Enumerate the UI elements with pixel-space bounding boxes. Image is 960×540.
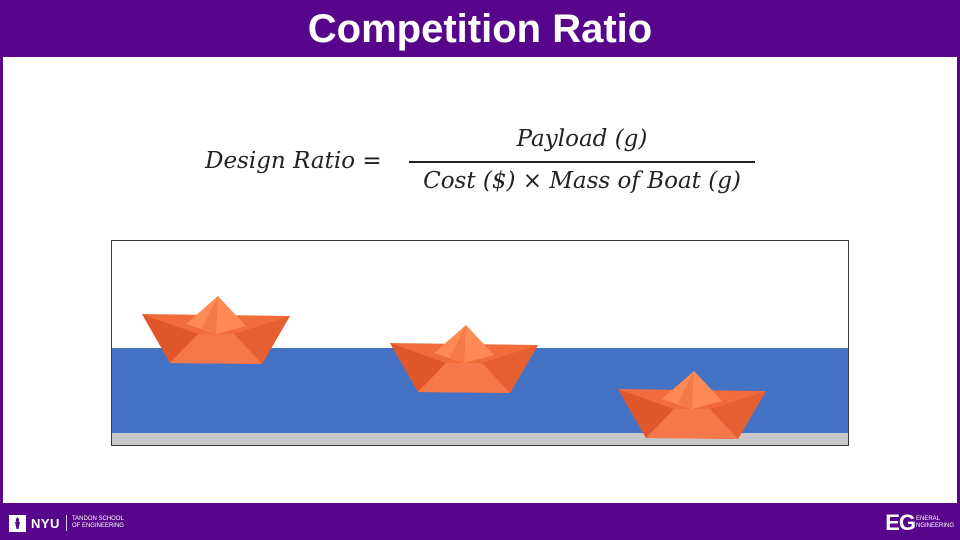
tandon-school-label: TANDON SCHOOL OF ENGINEERING [71, 516, 124, 529]
design-ratio-formula: Design Ratio = Payload (g) Cost ($) × Ma… [205, 122, 765, 202]
slide-frame-left [0, 0, 3, 540]
general-engineering-logo: EG ENERAL NGINEERING [885, 510, 954, 535]
nyu-torch-icon [9, 514, 26, 532]
slide-frame-right [957, 0, 960, 540]
slide-title: Competition Ratio [307, 7, 653, 51]
eg-words: ENERAL NGINEERING [915, 516, 954, 529]
formula-numerator: Payload (g) [516, 126, 648, 152]
nyu-wordmark: NYU [31, 515, 60, 531]
boats-scene-svg [112, 296, 848, 445]
footer-bar: NYU TANDON SCHOOL OF ENGINEERING EG ENER… [0, 503, 960, 540]
paper-boat-icon [618, 371, 766, 439]
fraction-bar [409, 161, 755, 163]
formula-denominator: Cost ($) × Mass of Boat (g) [423, 168, 741, 194]
logo-separator [65, 515, 67, 531]
eg-mark: EG [885, 510, 916, 535]
boats-illustration [111, 240, 849, 446]
paper-boat-icon [142, 296, 290, 364]
formula-lhs: Design Ratio = [205, 148, 382, 174]
title-bar: Competition Ratio [0, 0, 960, 57]
paper-boat-icon [390, 325, 538, 393]
nyu-tandon-logo: NYU TANDON SCHOOL OF ENGINEERING [9, 513, 132, 533]
